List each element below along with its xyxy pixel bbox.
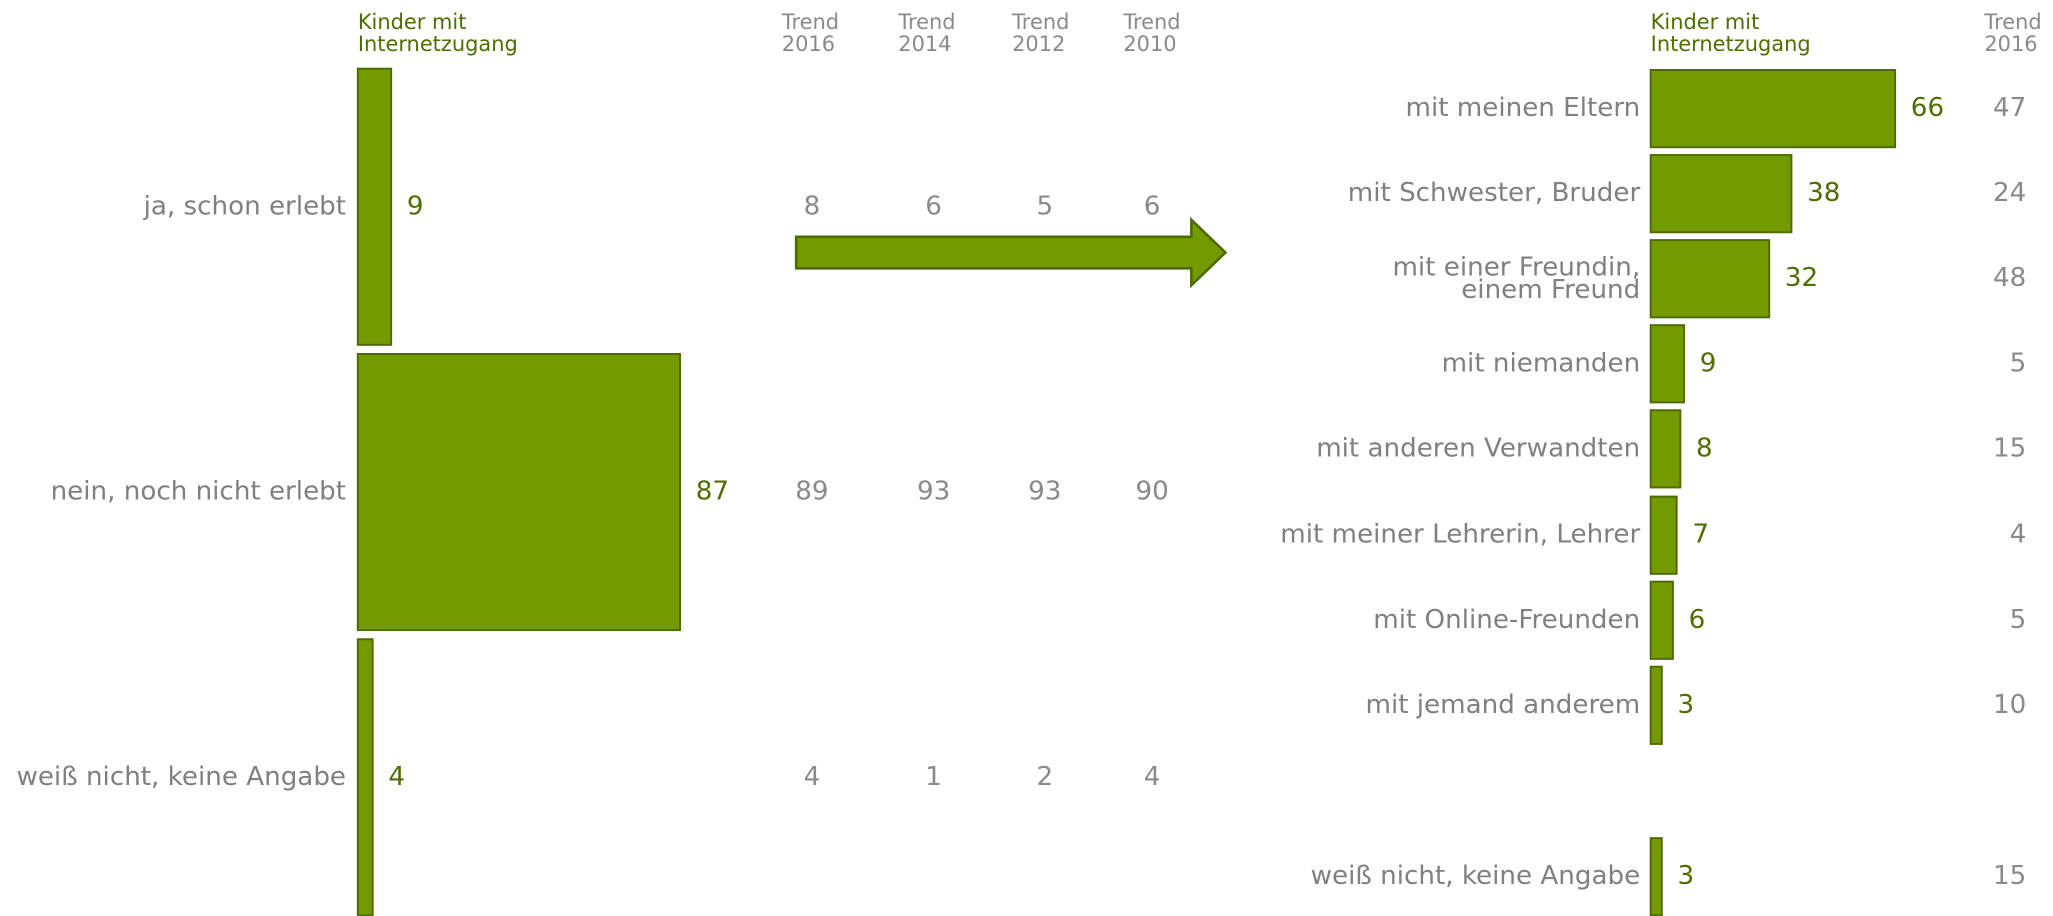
value-label: 9: [1700, 348, 1717, 378]
value-label: 9: [407, 191, 424, 221]
trend-value: 8: [804, 191, 821, 221]
value-label: 66: [1911, 93, 1944, 123]
trend-value: 1: [925, 762, 942, 792]
bar: [1649, 580, 1674, 660]
category-label: mit jemand anderem: [1365, 690, 1640, 720]
trend-value: 5: [2010, 348, 2027, 378]
value-label: 3: [1678, 690, 1695, 720]
value-label: 7: [1692, 520, 1709, 550]
trend-value: 2: [1036, 762, 1053, 792]
trend-value: 4: [1144, 762, 1161, 792]
category-label: weiß nicht, keine Angabe: [1311, 861, 1641, 891]
trend-header: Trend 2016: [781, 10, 839, 56]
bar: [1649, 154, 1793, 234]
trend-value: 5: [1036, 191, 1053, 221]
category-label: weiß nicht, keine Angabe: [16, 762, 346, 792]
bar: [1649, 665, 1663, 745]
trend-value: 4: [2010, 520, 2027, 550]
trend-value: 89: [795, 477, 828, 507]
series-header: Kinder mit Internetzugang: [358, 10, 518, 56]
category-label: mit Online-Freunden: [1373, 605, 1640, 635]
arrow: [794, 216, 1228, 289]
trend-value: 93: [917, 477, 950, 507]
trend-value: 6: [925, 191, 942, 221]
trend-value: 15: [1993, 861, 2026, 891]
bar: [356, 352, 681, 632]
value-label: 4: [388, 762, 405, 792]
trend-value: 5: [2010, 605, 2027, 635]
trend-header: Trend 2016: [1983, 10, 2041, 56]
category-label: nein, noch nicht erlebt: [51, 477, 346, 507]
bar: [356, 638, 374, 916]
bar: [1649, 69, 1897, 149]
bar: [1649, 837, 1663, 916]
value-label: 8: [1696, 433, 1713, 463]
category-label: mit anderen Verwandten: [1316, 433, 1640, 463]
bar: [1649, 239, 1771, 319]
series-header: Kinder mit Internetzugang: [1651, 10, 1811, 56]
category-label: mit Schwester, Bruder: [1348, 178, 1641, 208]
value-label: 38: [1807, 178, 1840, 208]
bar: [356, 67, 393, 346]
trend-value: 24: [1993, 178, 2026, 208]
value-label: 3: [1678, 861, 1695, 891]
trend-header: Trend 2010: [1122, 10, 1180, 56]
trend-value: 93: [1028, 477, 1061, 507]
bar: [1649, 324, 1685, 404]
trend-value: 10: [1993, 690, 2026, 720]
trend-value: 15: [1993, 433, 2026, 463]
value-label: 32: [1785, 263, 1818, 293]
category-label: mit einer Freundin, einem Freund: [1392, 252, 1640, 304]
category-label: ja, schon erlebt: [143, 191, 346, 221]
bar: [1649, 409, 1682, 489]
category-label: mit niemanden: [1442, 348, 1641, 378]
trend-value: 4: [804, 762, 821, 792]
bar: [1649, 495, 1678, 575]
value-label: 6: [1689, 605, 1706, 635]
value-label: 87: [696, 477, 729, 507]
trend-value: 47: [1993, 93, 2026, 123]
trend-value: 48: [1993, 263, 2026, 293]
trend-header: Trend 2012: [1011, 10, 1069, 56]
category-label: mit meinen Eltern: [1405, 93, 1640, 123]
trend-value: 6: [1144, 191, 1161, 221]
trend-value: 90: [1135, 477, 1168, 507]
trend-header: Trend 2014: [897, 10, 955, 56]
category-label: mit meiner Lehrerin, Lehrer: [1280, 520, 1640, 550]
